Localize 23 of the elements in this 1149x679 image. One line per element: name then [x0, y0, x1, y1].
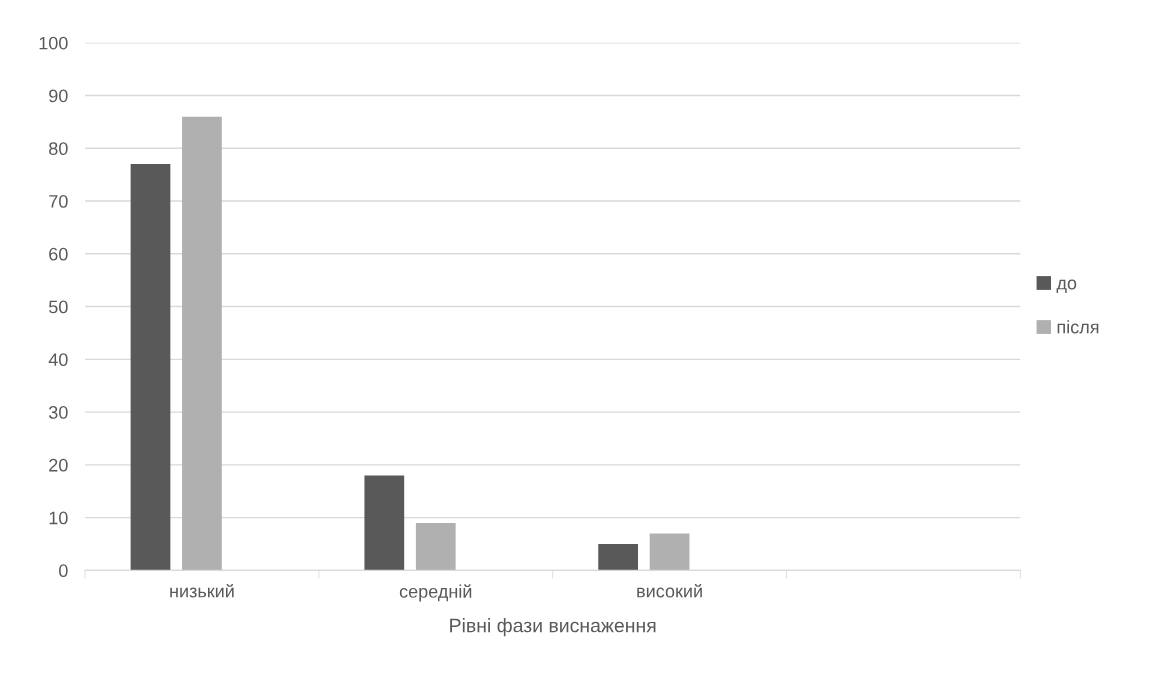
- bar: [364, 475, 405, 571]
- y-tick-label: 50: [49, 300, 68, 314]
- y-tick-label: 70: [49, 194, 68, 208]
- bar: [649, 533, 690, 571]
- y-tick-label: 20: [49, 458, 68, 472]
- bar: [182, 116, 222, 571]
- y-tick-label: 40: [48, 353, 68, 367]
- y-tick-label: 0: [59, 564, 68, 578]
- x-tick-label: середній: [399, 584, 472, 602]
- y-tick-label: 80: [49, 142, 68, 156]
- x-axis-title: Рівні фази виснаження: [450, 618, 656, 637]
- bar: [598, 543, 639, 571]
- legend-label: після: [1057, 320, 1099, 334]
- y-tick-label: 90: [49, 89, 68, 103]
- x-tick-label: високий: [637, 583, 702, 598]
- y-tick-label: 30: [48, 406, 68, 419]
- legend-label: до: [1056, 279, 1077, 293]
- y-tick-label: 100: [39, 36, 68, 50]
- bar: [130, 164, 171, 571]
- y-tick-label: 10: [49, 511, 68, 525]
- x-tick-label: низький: [170, 583, 234, 598]
- bar: [415, 522, 456, 571]
- y-tick-label: 60: [49, 247, 68, 261]
